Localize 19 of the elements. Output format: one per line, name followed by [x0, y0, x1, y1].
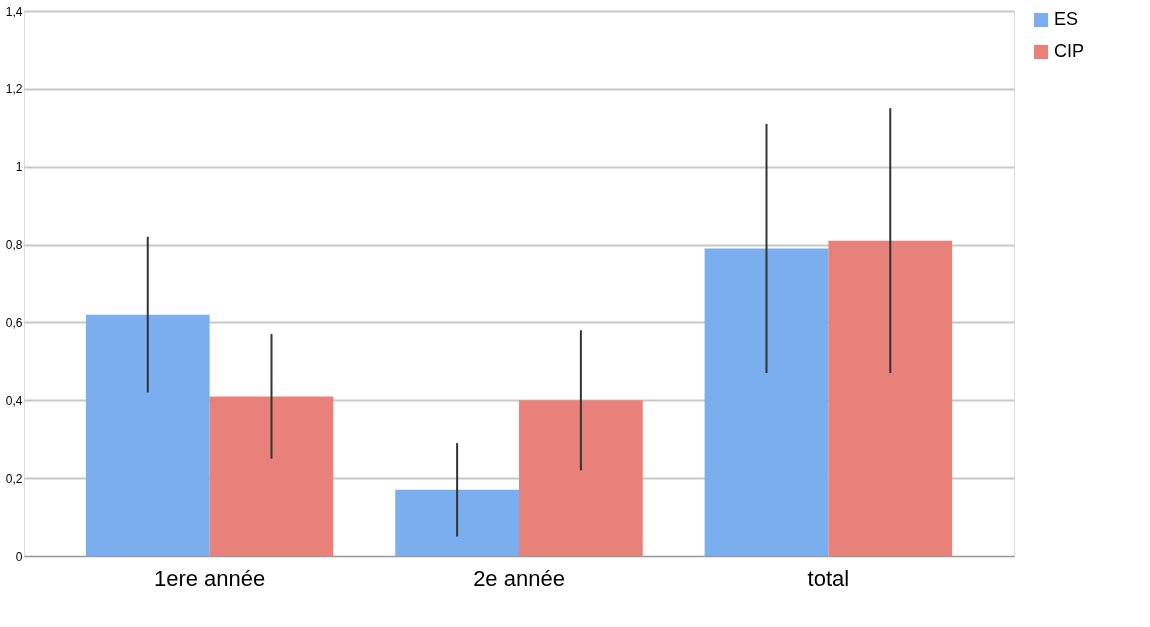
bar [395, 489, 519, 556]
y-tick-label: 1,2 [5, 82, 23, 97]
x-tick-label: 2e année [473, 565, 565, 591]
y-tick-label: 1,4 [5, 4, 23, 19]
legend-label: ES [1054, 9, 1079, 29]
bar [704, 248, 829, 556]
x-tick-label: 1ere année [153, 565, 266, 591]
y-tick-label: 0,6 [5, 315, 23, 330]
y-tick-label: 0,4 [5, 393, 23, 408]
bar [85, 314, 210, 556]
y-tick-label: 0 [15, 549, 23, 564]
y-tick-label: 0,8 [5, 238, 23, 253]
bar [519, 400, 643, 556]
y-tick-label: 0,2 [5, 471, 23, 486]
legend-label: CIP [1054, 41, 1085, 61]
x-tick-label: total [807, 565, 850, 591]
bar [209, 396, 334, 556]
y-tick-label: 1 [15, 160, 23, 175]
bar [828, 240, 953, 556]
